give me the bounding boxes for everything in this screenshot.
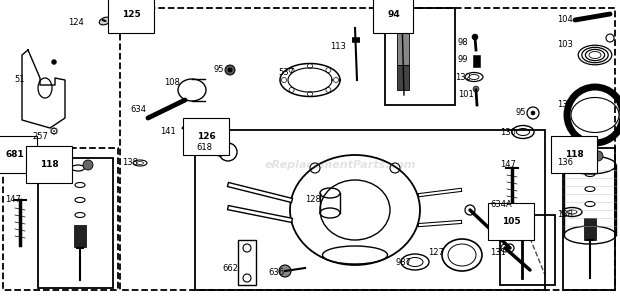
- Text: 103: 103: [557, 40, 573, 49]
- Text: 136: 136: [557, 158, 573, 167]
- Text: 987: 987: [395, 258, 411, 267]
- Text: 113: 113: [330, 42, 346, 51]
- Text: 118: 118: [40, 160, 59, 169]
- Circle shape: [531, 111, 535, 115]
- Circle shape: [225, 65, 235, 75]
- Circle shape: [83, 160, 93, 170]
- Ellipse shape: [99, 17, 111, 25]
- Bar: [238, 240, 256, 285]
- Text: 618: 618: [196, 143, 212, 152]
- Text: 130: 130: [500, 128, 516, 137]
- Text: 128: 128: [305, 195, 321, 204]
- Text: 138: 138: [122, 158, 138, 167]
- Text: 99: 99: [458, 55, 469, 64]
- Text: 104: 104: [557, 15, 573, 24]
- Bar: [584, 218, 596, 240]
- Text: 537: 537: [278, 68, 294, 77]
- Bar: [120, 8, 615, 290]
- Text: 95: 95: [516, 108, 526, 117]
- Circle shape: [473, 86, 479, 92]
- Bar: [38, 158, 113, 288]
- Text: 125: 125: [122, 10, 141, 19]
- Bar: [385, 8, 455, 105]
- Text: 662: 662: [222, 264, 238, 273]
- Circle shape: [279, 265, 291, 277]
- Bar: [500, 215, 555, 285]
- Circle shape: [202, 141, 206, 145]
- Text: 634: 634: [130, 105, 146, 114]
- Text: 141: 141: [160, 127, 175, 136]
- Text: 138: 138: [557, 210, 573, 219]
- Text: 108: 108: [164, 78, 180, 87]
- Text: 118: 118: [565, 150, 584, 159]
- Circle shape: [472, 34, 478, 40]
- Text: 98: 98: [458, 38, 469, 47]
- Bar: [473, 55, 480, 67]
- Circle shape: [51, 60, 56, 64]
- Text: 95: 95: [214, 65, 224, 74]
- Text: 137: 137: [557, 100, 573, 109]
- Text: ⚙: ⚙: [49, 127, 59, 137]
- Text: 126: 126: [197, 132, 216, 141]
- Bar: [195, 130, 545, 290]
- Circle shape: [228, 68, 232, 72]
- Text: 681: 681: [5, 150, 24, 159]
- Text: 636: 636: [268, 268, 284, 277]
- Text: 132: 132: [455, 73, 471, 82]
- Text: 124: 124: [68, 18, 84, 27]
- Text: 131: 131: [490, 248, 506, 257]
- Circle shape: [593, 151, 603, 161]
- Text: 257: 257: [32, 132, 48, 141]
- Text: 634A: 634A: [490, 200, 511, 209]
- Bar: [563, 148, 615, 290]
- Text: eReplacementParts.com: eReplacementParts.com: [264, 160, 416, 170]
- Circle shape: [217, 145, 223, 151]
- Bar: [74, 225, 86, 247]
- Bar: [397, 65, 409, 90]
- Text: 51: 51: [14, 75, 25, 84]
- Text: 105: 105: [502, 217, 521, 226]
- Text: 101: 101: [458, 90, 474, 99]
- Bar: [397, 30, 409, 65]
- Text: 147: 147: [500, 160, 516, 169]
- Text: 94: 94: [387, 10, 400, 19]
- Text: 147: 147: [5, 195, 21, 204]
- Text: 127: 127: [428, 248, 444, 257]
- Bar: [3, 148, 118, 290]
